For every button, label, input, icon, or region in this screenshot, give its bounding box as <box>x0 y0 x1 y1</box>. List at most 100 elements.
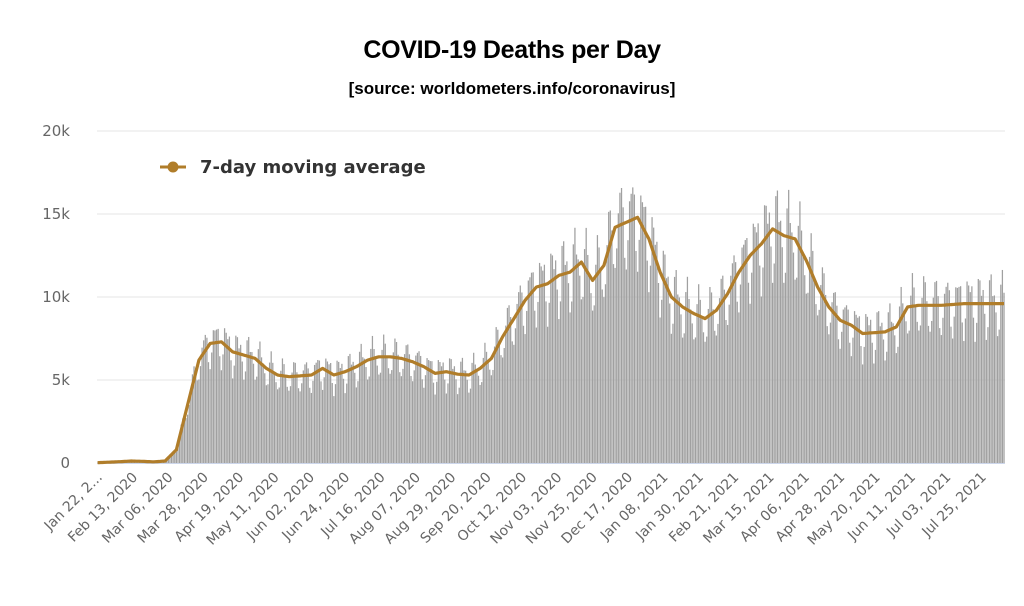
bar <box>847 309 849 463</box>
bar <box>821 267 824 463</box>
bar <box>1000 284 1002 463</box>
bar <box>900 286 902 463</box>
bar <box>215 329 218 463</box>
bar <box>289 386 292 463</box>
bar <box>339 368 341 463</box>
bar <box>673 276 676 463</box>
bar <box>240 344 242 463</box>
bar <box>469 388 472 463</box>
bar <box>371 335 374 463</box>
bar <box>493 346 496 463</box>
bar <box>363 358 366 463</box>
bar <box>530 272 533 463</box>
bar <box>428 360 430 463</box>
bar <box>497 329 499 463</box>
bar <box>889 303 891 463</box>
bar <box>596 235 599 463</box>
bar <box>518 292 520 463</box>
bar <box>985 339 987 463</box>
bar <box>585 227 587 463</box>
bar <box>678 297 681 463</box>
bar <box>243 379 245 463</box>
bar <box>794 279 796 463</box>
bar <box>968 285 970 463</box>
bar <box>333 396 335 463</box>
bar <box>534 310 536 463</box>
bar <box>910 295 912 463</box>
bar <box>582 296 584 463</box>
bar <box>236 337 239 463</box>
bar <box>360 343 362 463</box>
bar <box>328 364 330 463</box>
legend[interactable]: 7-day moving average <box>160 157 426 178</box>
bar <box>861 364 864 463</box>
bar <box>784 272 787 463</box>
bar <box>860 346 862 463</box>
bar <box>990 274 992 463</box>
bar <box>617 213 619 463</box>
bar <box>352 361 354 463</box>
bar <box>323 377 325 463</box>
bar <box>408 354 411 463</box>
bar <box>906 333 909 463</box>
bar <box>506 307 509 463</box>
bar <box>964 318 967 463</box>
bar <box>426 358 428 463</box>
bar <box>693 339 695 463</box>
bar <box>833 292 835 463</box>
bar <box>252 363 255 463</box>
bar <box>310 392 312 463</box>
bar <box>296 372 298 463</box>
bar <box>755 232 758 463</box>
bar <box>702 332 705 463</box>
bar <box>865 314 867 463</box>
bar <box>812 250 814 463</box>
bar <box>609 210 611 463</box>
bar <box>940 335 942 463</box>
bar <box>958 286 960 463</box>
bar <box>209 369 211 463</box>
bar <box>988 280 991 463</box>
bar <box>403 354 406 463</box>
bar <box>498 340 501 463</box>
bar <box>330 362 332 463</box>
bar <box>495 327 497 463</box>
bar <box>203 340 205 463</box>
bar <box>297 388 300 463</box>
bar <box>538 262 541 463</box>
bar <box>437 360 439 463</box>
bar <box>788 189 790 463</box>
bar <box>558 319 560 463</box>
bar <box>325 358 327 463</box>
bar <box>810 233 812 463</box>
bar <box>180 424 182 463</box>
bar <box>312 380 314 463</box>
bar <box>656 241 658 463</box>
bar <box>391 370 393 463</box>
bar <box>249 351 251 463</box>
y-axis-ticks: 0 5k 10k 15k 20k <box>42 122 70 472</box>
bar <box>598 247 600 463</box>
bar <box>632 187 634 463</box>
bar <box>651 217 653 463</box>
bar <box>836 305 838 463</box>
bar <box>977 278 979 463</box>
bar <box>503 348 505 463</box>
bar <box>614 267 616 463</box>
bar <box>765 205 767 463</box>
bar <box>183 416 186 463</box>
bar <box>763 205 766 463</box>
bar <box>894 335 896 463</box>
bar <box>704 341 706 463</box>
bar <box>707 308 709 463</box>
bar <box>870 319 872 463</box>
bar <box>465 370 467 463</box>
bar <box>196 380 198 463</box>
bar <box>831 302 833 463</box>
bar <box>890 321 893 463</box>
bar <box>762 267 764 463</box>
bar <box>225 332 227 463</box>
bar <box>338 361 340 463</box>
bar <box>260 357 263 463</box>
